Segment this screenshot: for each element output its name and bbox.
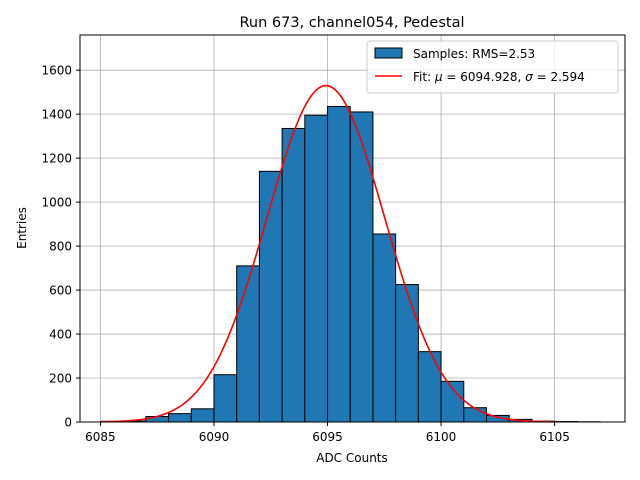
histogram-bar xyxy=(349,111,374,423)
histogram-bar xyxy=(236,265,260,423)
x-axis-label: ADC Counts xyxy=(316,451,388,465)
histogram-bar xyxy=(395,284,419,423)
legend-fit-suffix: = 2.594 xyxy=(533,70,585,84)
histogram-bar xyxy=(372,233,397,423)
fit-curve-group xyxy=(100,84,555,423)
histogram-bars xyxy=(99,105,601,423)
histogram-bar xyxy=(463,407,487,423)
y-tick-label: 1000 xyxy=(41,196,72,210)
y-tick-label: 0 xyxy=(64,416,72,430)
x-axis-ticks: 6085 6090 6095 6100 6105 xyxy=(85,422,570,444)
x-tick-label: 6095 xyxy=(312,430,343,444)
y-axis-label: Entries xyxy=(15,207,29,249)
legend-bar-label: Samples: RMS=2.53 xyxy=(413,47,535,61)
histogram-bar xyxy=(327,105,351,423)
x-tick-label: 6085 xyxy=(85,430,116,444)
legend-fit-sigma: σ xyxy=(525,70,533,84)
x-tick-label: 6090 xyxy=(199,430,230,444)
chart-title: Run 673, channel054, Pedestal xyxy=(239,15,464,31)
legend-fit-mid: = 6094.928, xyxy=(443,70,526,84)
x-tick-label: 6100 xyxy=(426,430,457,444)
y-tick-label: 1200 xyxy=(41,152,72,166)
y-tick-label: 1400 xyxy=(41,108,72,122)
histogram-bar xyxy=(417,351,442,423)
histogram-bar xyxy=(190,408,215,423)
y-tick-label: 800 xyxy=(49,240,72,254)
legend-fit-mu: μ xyxy=(434,70,443,84)
y-tick-label: 400 xyxy=(49,328,72,342)
histogram-bar xyxy=(281,127,306,423)
legend: Samples: RMS=2.53 Fit: μ = 6094.928, σ =… xyxy=(366,40,619,94)
y-tick-label: 200 xyxy=(49,372,72,386)
histogram-bar xyxy=(304,114,329,423)
y-axis-ticks: 0 200 400 600 800 1000 1200 1400 1600 xyxy=(41,64,80,430)
legend-fit-prefix: Fit: xyxy=(413,70,435,84)
x-tick-label: 6105 xyxy=(539,430,570,444)
histogram-bar xyxy=(168,413,192,423)
histogram-bar xyxy=(258,170,283,423)
plot-frame xyxy=(79,34,626,423)
y-tick-label: 600 xyxy=(49,284,72,298)
histogram-bar xyxy=(213,374,238,423)
fit-curve xyxy=(100,84,555,423)
legend-box xyxy=(366,40,619,94)
legend-fit-label: Fit: μ = 6094.928, σ = 2.594 xyxy=(413,70,585,84)
histogram-bar xyxy=(145,416,170,423)
y-tick-label: 1600 xyxy=(41,64,72,78)
legend-bar-swatch xyxy=(374,47,403,59)
